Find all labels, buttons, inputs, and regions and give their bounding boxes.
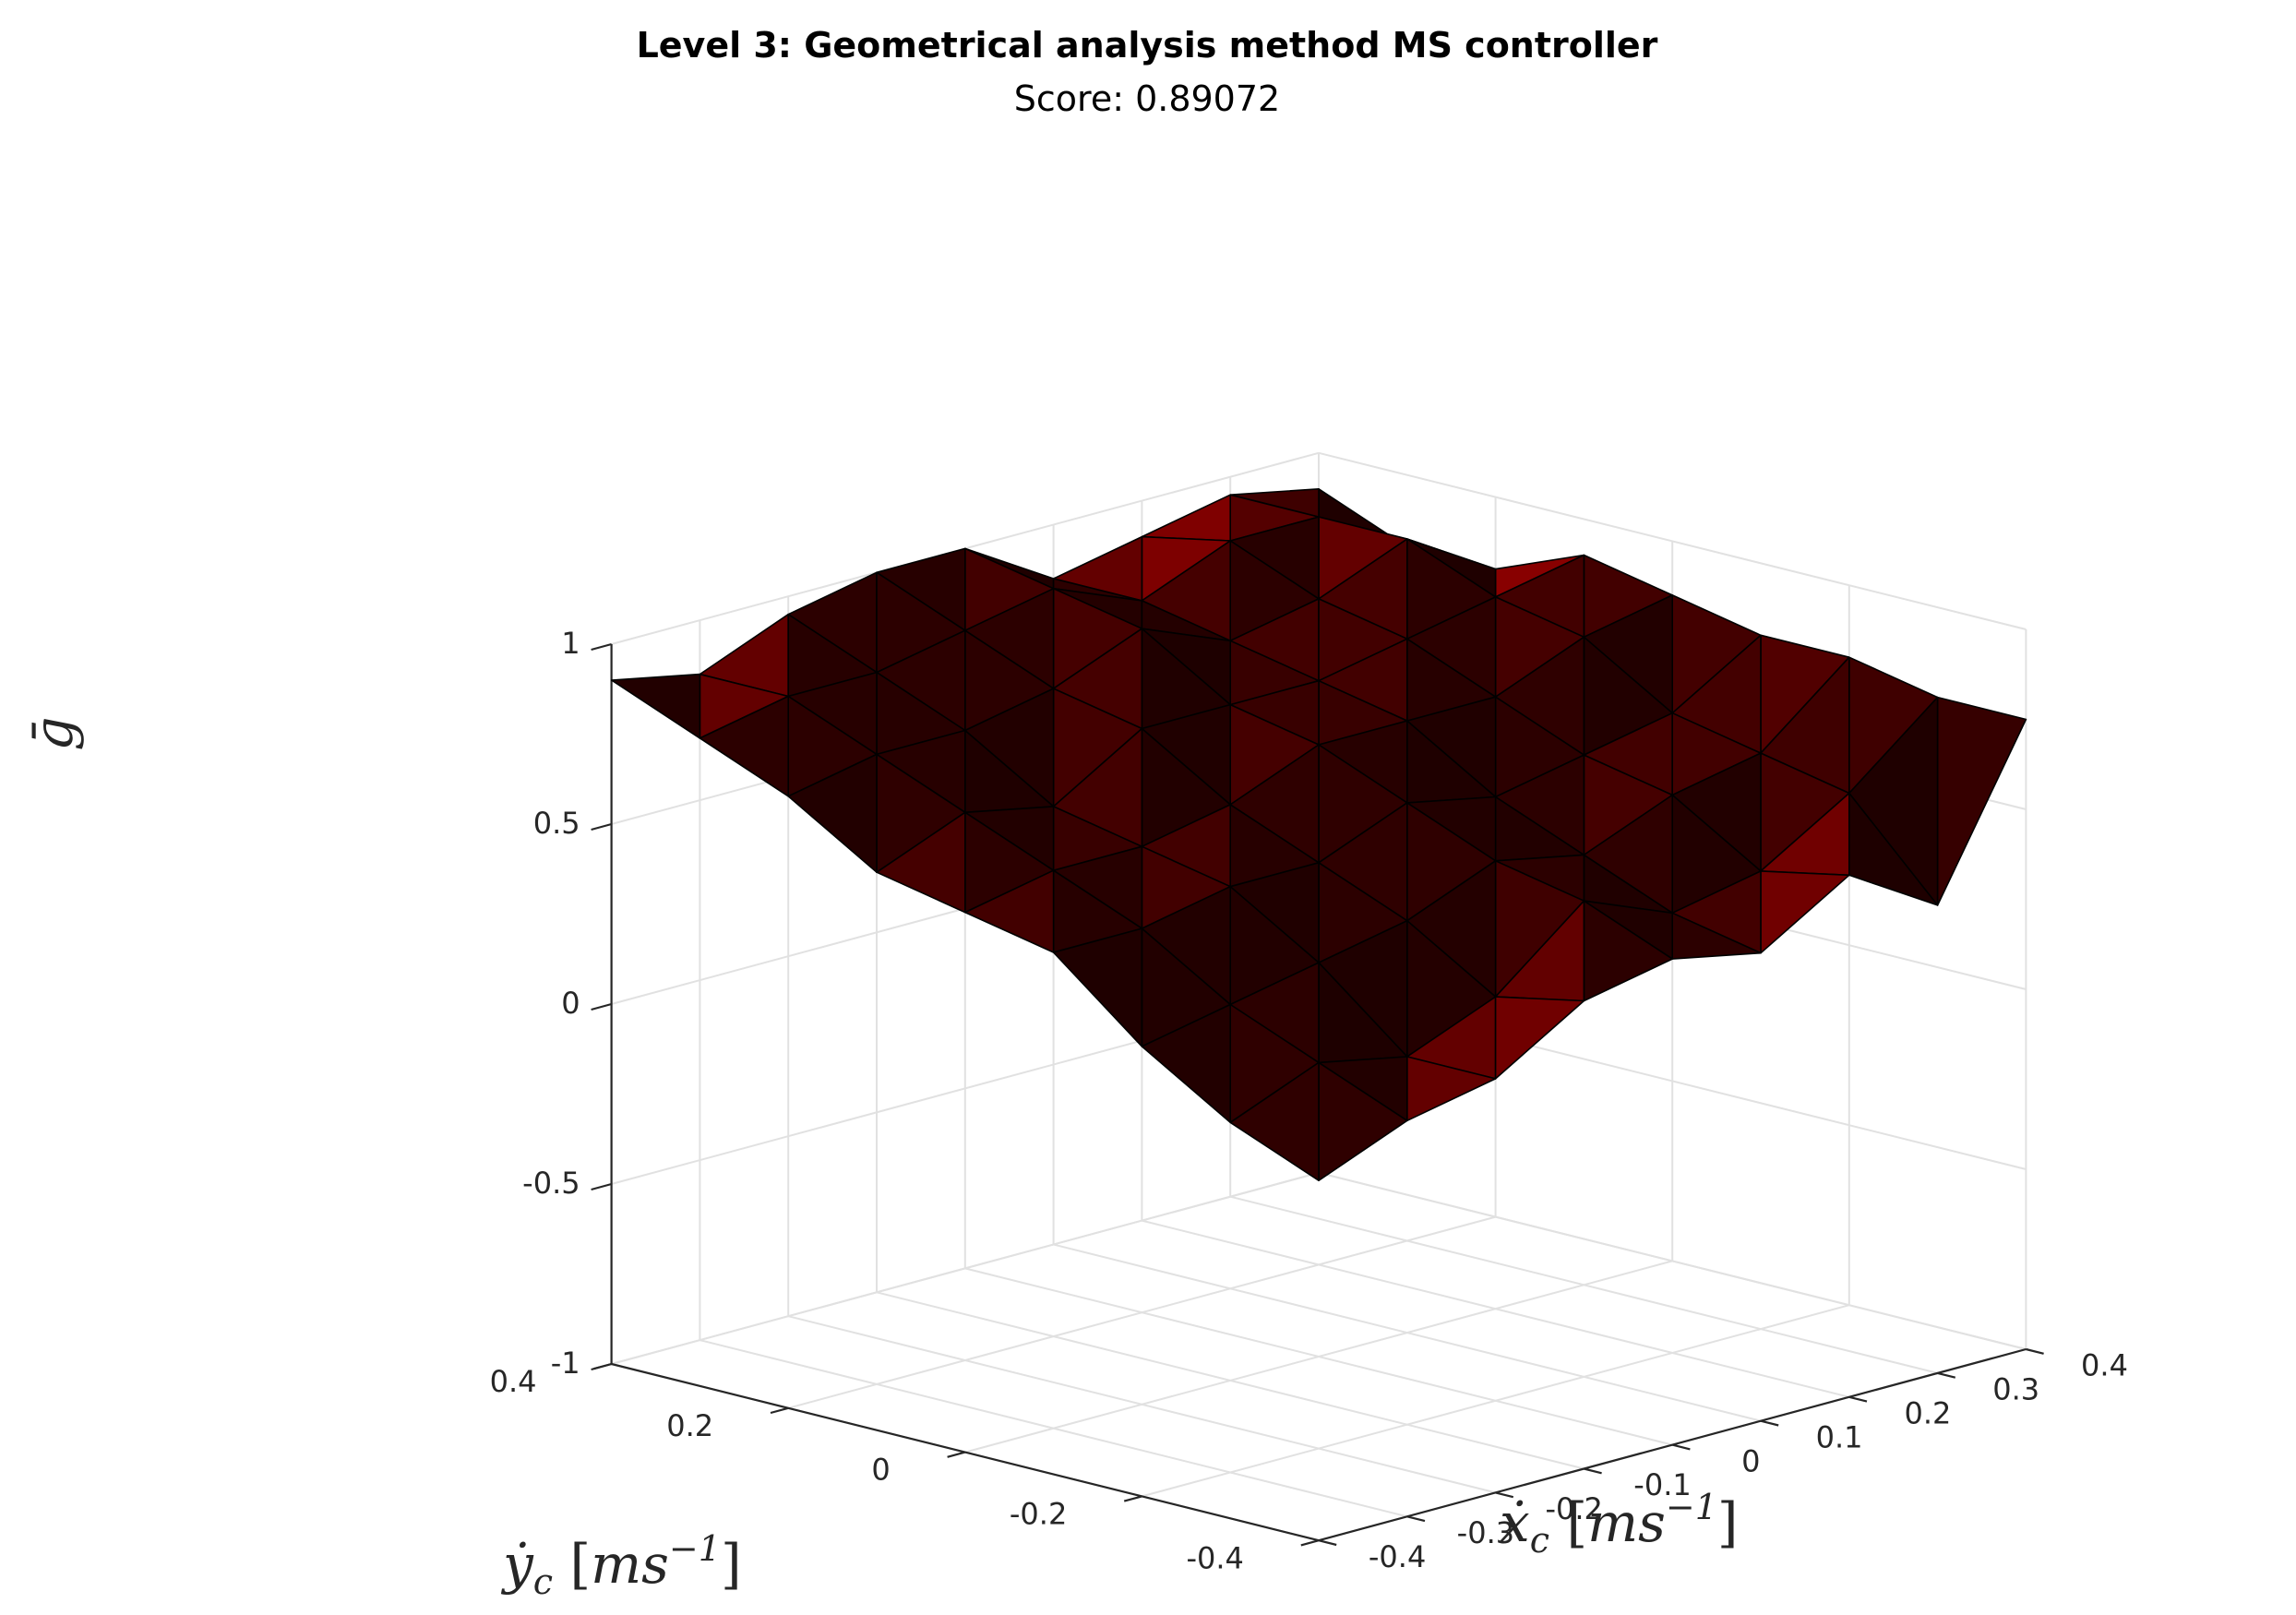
grid-line <box>1318 1171 2027 1350</box>
surface-facet <box>1141 494 1231 542</box>
z-tick <box>591 1182 612 1191</box>
z-tick <box>591 1362 612 1371</box>
z-tick <box>591 642 612 652</box>
surface-facet <box>1936 696 2027 906</box>
z-tick-label: 1 <box>561 626 580 661</box>
surface-facet <box>1494 996 1585 1080</box>
x-tick-label: 0.1 <box>1816 1419 1863 1454</box>
x-tick <box>2026 1347 2044 1355</box>
tick-labels: -0.4 -0.3 -0.2 -0.1 0 0.1 0.2 0.3 0.4 -0.4 -0.2 0 0.… <box>490 626 2128 1575</box>
chart-subtitle: Score: 0.89072 <box>1014 78 1280 119</box>
z-tick-label: -1 <box>551 1346 580 1381</box>
y-tick <box>770 1406 789 1415</box>
surface-facet <box>1141 1003 1231 1124</box>
surface-facet <box>1848 792 1939 906</box>
x-axis-label: ẋc [ms−1] <box>1500 1487 1739 1561</box>
z-tick-label: 0.5 <box>533 806 580 841</box>
y-axis-label: ẏc [ms−1] <box>500 1528 742 1602</box>
surface-facet <box>610 673 701 739</box>
surface-layer <box>610 487 2027 1181</box>
x-tick-label: 0.2 <box>1904 1396 1951 1431</box>
y-tick-label: 0.4 <box>490 1364 537 1399</box>
x-tick-label: 0 <box>1741 1443 1760 1478</box>
surface-facet <box>964 869 1055 953</box>
x-tick <box>1318 1539 1337 1547</box>
z-tick <box>591 1002 612 1011</box>
x-tick-label: -0.3 <box>1457 1515 1514 1550</box>
y-tick <box>1123 1495 1142 1502</box>
z-tick <box>591 822 612 831</box>
surface-facet <box>1760 870 1850 954</box>
y-tick-label: -0.4 <box>1186 1540 1243 1575</box>
surface-facet <box>876 811 966 914</box>
x-tick-label: -0.2 <box>1545 1491 1602 1526</box>
surface-facet <box>1052 927 1143 1047</box>
y-tick <box>947 1451 966 1458</box>
x-tick <box>1937 1371 1956 1379</box>
x-tick-label: 0.4 <box>2081 1348 2128 1383</box>
surface-facet <box>787 753 878 874</box>
chart-title: Level 3: Geometrical analysis method MS … <box>637 25 1658 66</box>
x-tick-label: -0.1 <box>1633 1467 1691 1502</box>
grid-line <box>787 1215 1496 1409</box>
surface-facet <box>699 695 790 797</box>
y-tick-label: -0.2 <box>1010 1497 1067 1532</box>
surface-facet <box>1229 1061 1320 1181</box>
z-axis-label: ḡ <box>22 716 85 750</box>
z-tick-label: 0 <box>561 986 580 1021</box>
y-tick <box>1300 1539 1320 1547</box>
y-tick-label: 0 <box>871 1453 890 1488</box>
grid-line <box>611 1171 1320 1365</box>
z-tick-label: -0.5 <box>522 1166 580 1201</box>
x-tick-label: -0.4 <box>1369 1539 1426 1574</box>
x-tick <box>1406 1515 1426 1523</box>
x-tick <box>1495 1491 1514 1499</box>
x-tick <box>1584 1467 1602 1475</box>
x-tick-label: 0.3 <box>1992 1372 2039 1407</box>
grid-line <box>964 1260 1673 1454</box>
x-tick <box>1671 1443 1691 1451</box>
x-tick <box>1848 1395 1868 1403</box>
axis-layer <box>591 642 2044 1547</box>
grid-line <box>1318 451 2027 630</box>
grid-line <box>1142 1304 1850 1498</box>
y-tick-label: 0.2 <box>666 1408 713 1443</box>
x-tick <box>1760 1419 1779 1427</box>
